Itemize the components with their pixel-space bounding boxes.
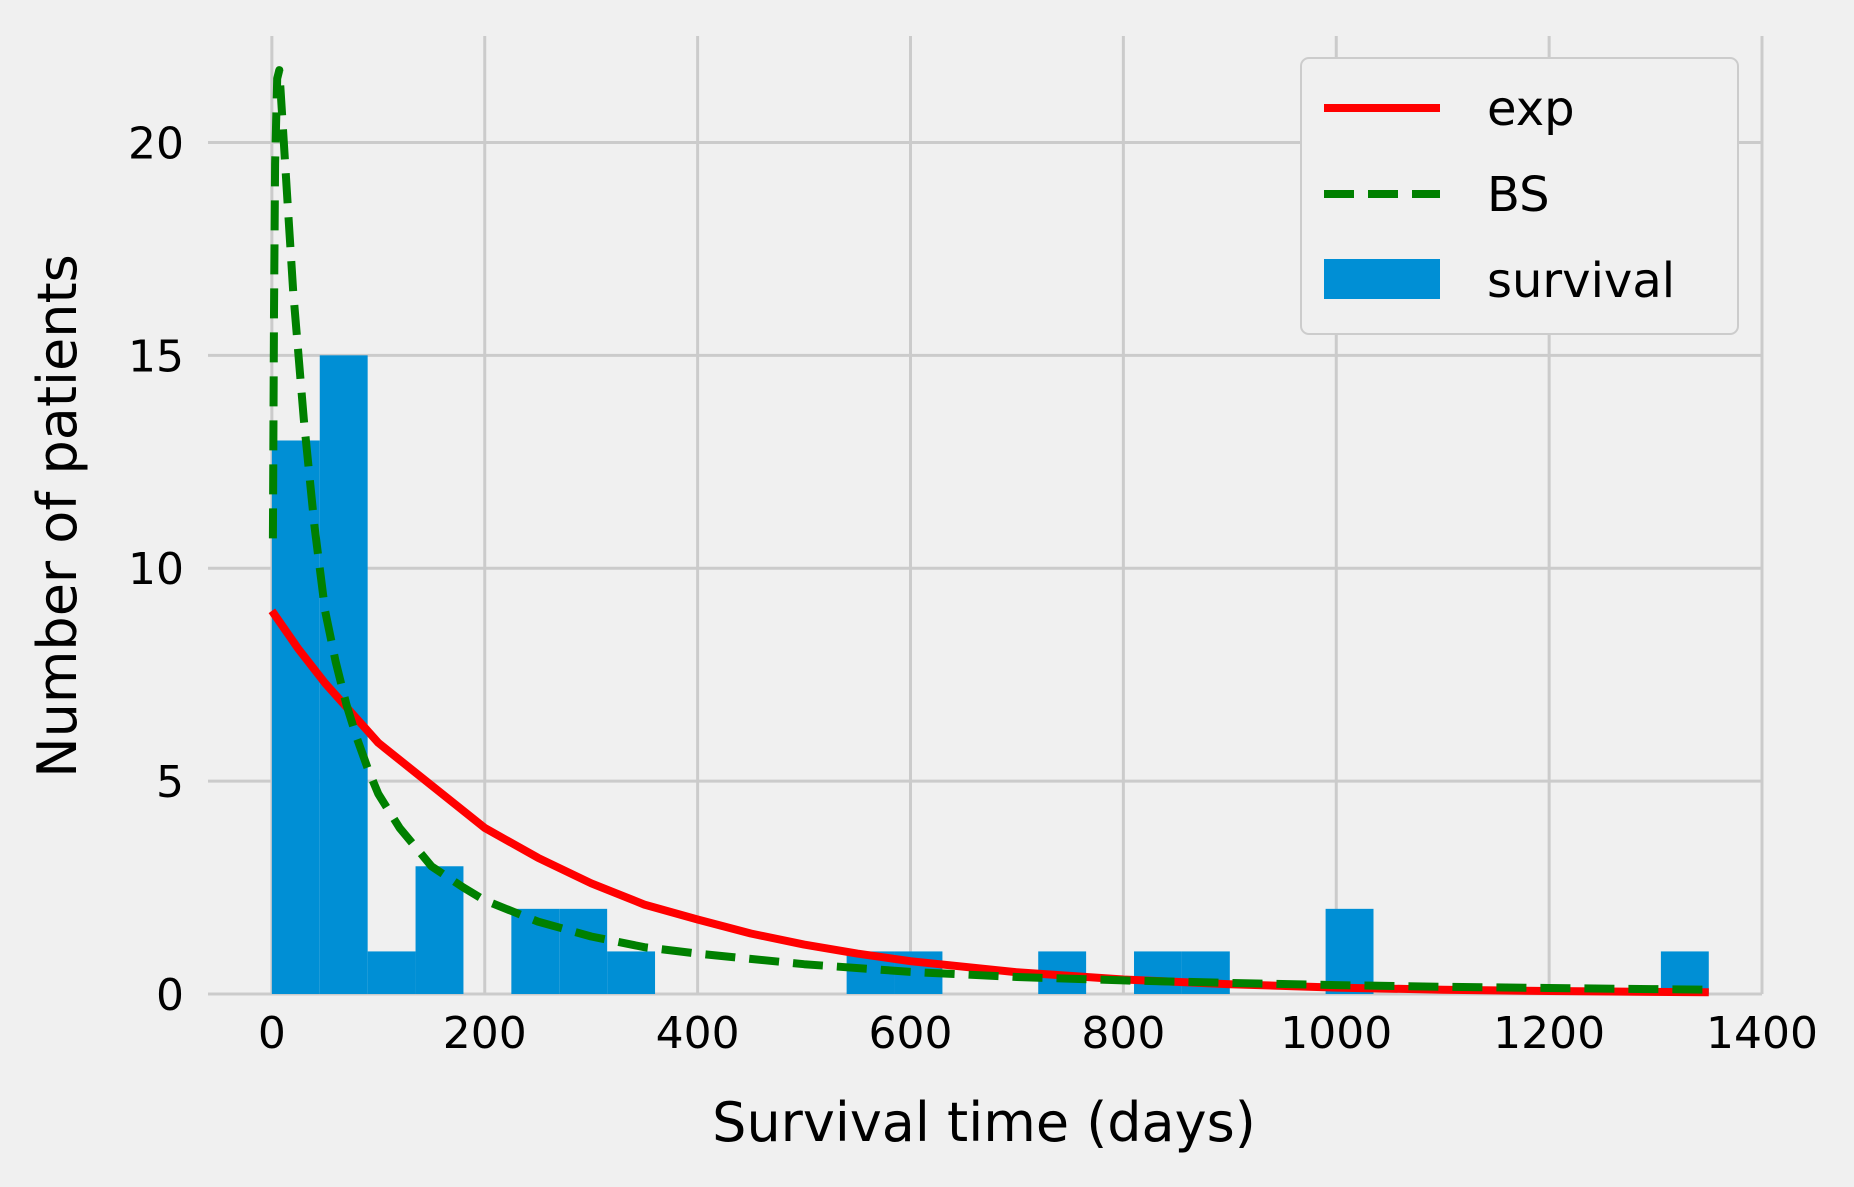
x-tick-label: 800 — [1081, 1008, 1165, 1059]
x-tick-label: 400 — [656, 1008, 740, 1059]
histogram-bar — [1134, 951, 1182, 994]
histogram-bar — [1325, 908, 1374, 994]
grid — [208, 36, 1764, 996]
x-tick-label: 200 — [443, 1008, 527, 1059]
histogram-bar — [415, 866, 464, 994]
histogram-bar — [271, 440, 320, 994]
legend: exp BS survival — [1300, 57, 1739, 335]
y-tick-label: 0 — [156, 970, 184, 1021]
y-tick-label: 5 — [156, 757, 184, 808]
x-tick-label: 1200 — [1493, 1008, 1605, 1059]
x-axis-label: Survival time (days) — [712, 1091, 1256, 1154]
histogram-bar — [559, 908, 608, 994]
legend-label-exp: exp — [1487, 81, 1575, 137]
x-tick-label: 600 — [869, 1008, 953, 1059]
histogram-bar — [367, 951, 416, 994]
y-tick-label: 10 — [128, 544, 184, 595]
y-tick-label: 15 — [128, 331, 184, 382]
series-line-bs — [268, 66, 1709, 994]
legend-swatch-survival — [1324, 259, 1440, 299]
histogram-bar — [319, 355, 368, 994]
legend-label-bs: BS — [1487, 167, 1550, 223]
histogram-bar — [607, 951, 656, 994]
y-tick-labels: 0 5 10 15 20 — [128, 118, 184, 1021]
fit-lines — [268, 66, 1709, 997]
x-tick-label: 0 — [258, 1008, 286, 1059]
x-tick-label: 1000 — [1280, 1008, 1392, 1059]
legend-label-survival: survival — [1487, 253, 1675, 309]
y-axis-label: Number of patients — [26, 254, 89, 778]
x-tick-labels: 0 200 400 600 800 1000 1200 1400 — [258, 1008, 1818, 1059]
x-tick-label: 1400 — [1706, 1008, 1818, 1059]
y-tick-label: 20 — [128, 118, 184, 169]
